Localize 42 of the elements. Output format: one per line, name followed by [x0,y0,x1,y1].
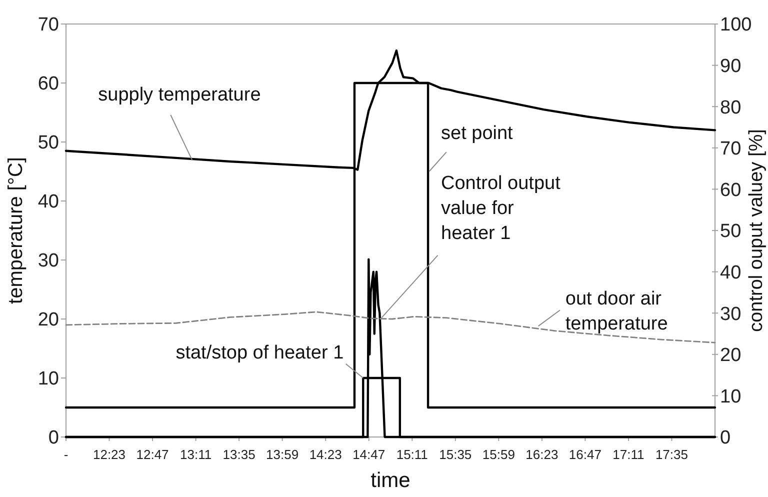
legend-label: out door air temperature [565,288,668,334]
x-tick-label: 16:23 [526,447,558,462]
series-label: set point [441,123,514,144]
series-label: stat/stop of heater 1 [176,342,344,364]
x-tick-label: 12:23 [92,447,126,462]
x-tick-label: 16:47 [568,447,602,462]
y2-tick-label: 90 [720,56,742,77]
y-tick-label: 30 [38,250,59,272]
y-tick-label: 10 [38,368,59,390]
text: supply temperature [98,84,261,106]
y2-tick-label: 80 [720,97,742,118]
x-tick-label: 13:11 [180,447,212,462]
y2-axis-title: control ouput valuey [%] [746,129,767,332]
x-tick-label: 14:23 [309,447,342,462]
y2-tick-label: 100 [720,14,752,36]
y2-tick-label: 70 [720,138,742,160]
y-axis-title: temperature [°C] [5,157,27,304]
x-tick-label: 13:35 [222,447,256,462]
text: Control output value for heater 1 [441,173,562,244]
x-tick-label: 12:47 [136,447,169,462]
y-tick-label: 70 [38,14,59,36]
y-tick-label: 60 [38,74,59,95]
y2-tick-label: 10 [720,386,742,408]
y2-tick-label: 60 [720,180,742,201]
y2-tick-label: 20 [720,345,742,366]
x-tick-label: 17:11 [612,447,644,462]
x-tick-label: 15:59 [482,447,515,462]
y2-tick-label: 0 [720,428,731,449]
y2-tick-label: 30 [720,304,742,325]
x-tick-label: 17:35 [655,447,688,462]
y2-tick-label: 40 [720,262,742,284]
y-tick-label: 50 [38,132,59,154]
x-tick-label: 14:47 [352,447,386,462]
y2-tick-label: 50 [720,221,742,242]
x-tick-label: 15:35 [439,447,472,462]
x-tick-label: 15:11 [396,447,428,462]
x-tick-label: - [64,447,68,462]
x-tick-label: 13:59 [266,447,299,462]
x-axis-title: time [370,469,410,492]
y-tick-label: 20 [38,310,59,331]
y-tick-label: 40 [38,192,59,213]
y-tick-label: 0 [48,428,59,449]
